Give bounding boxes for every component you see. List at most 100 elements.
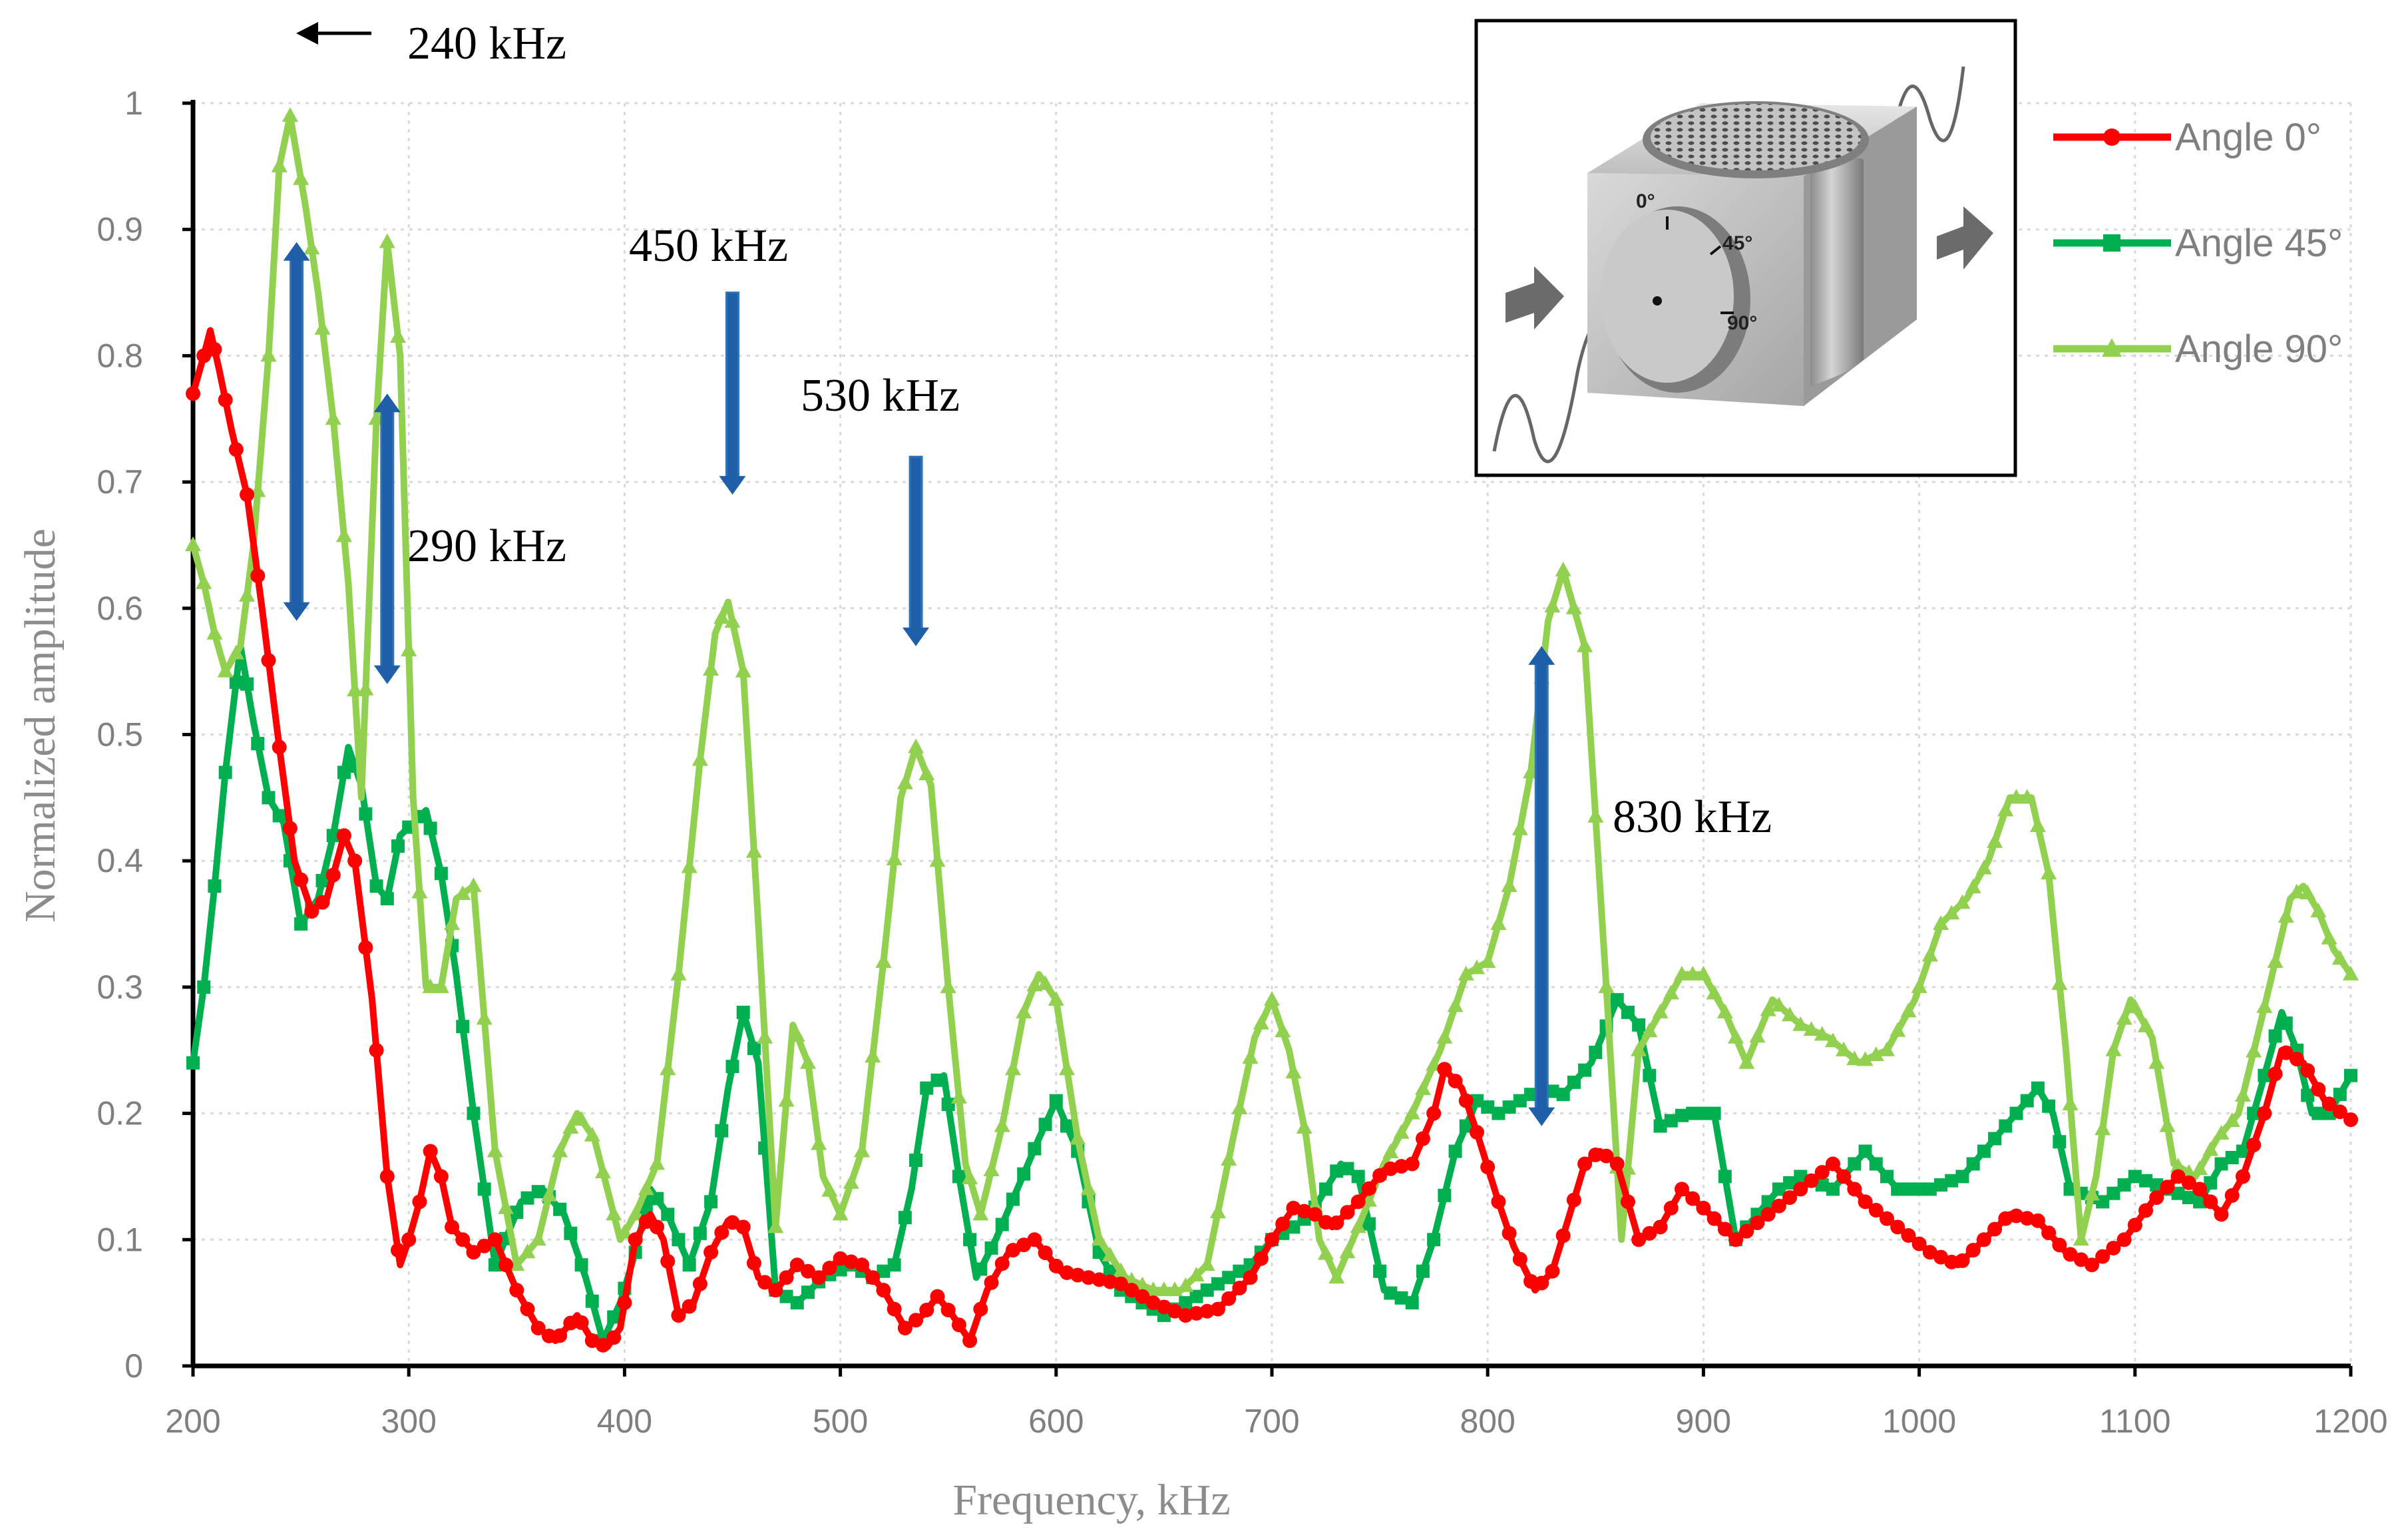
data-point — [477, 1238, 492, 1253]
data-point — [1469, 1125, 1484, 1140]
data-point — [951, 1317, 966, 1333]
data-point — [1836, 1041, 1852, 1056]
data-point — [1836, 1169, 1852, 1184]
data-point — [1243, 1270, 1258, 1285]
data-point — [2073, 1231, 2089, 1246]
data-point — [208, 879, 222, 893]
data-point — [1610, 992, 1624, 1006]
data-point — [1955, 1170, 1969, 1184]
legend-marker-angle-90 — [2102, 338, 2122, 357]
inset-label-45deg: 45° — [1722, 232, 1752, 254]
legend-label-angle-0: Angle 0° — [2175, 116, 2321, 159]
data-point — [337, 766, 351, 779]
data-point — [1599, 1148, 1614, 1164]
data-point — [672, 1233, 686, 1247]
x-tick-label: 600 — [1028, 1403, 1084, 1440]
data-point — [1545, 1084, 1559, 1098]
data-point — [1793, 1182, 1808, 1197]
data-point — [2030, 1213, 2045, 1228]
data-point — [1642, 1225, 1657, 1241]
data-point — [1362, 1217, 1376, 1231]
data-point — [1049, 1094, 1063, 1108]
data-point — [2289, 1052, 2304, 1067]
data-point — [1017, 1167, 1031, 1181]
data-point — [1211, 1277, 1225, 1291]
data-point — [1663, 1200, 1679, 1215]
data-point — [1307, 1207, 1322, 1222]
data-point — [1059, 1060, 1076, 1076]
data-point — [2138, 1017, 2154, 1032]
data-point — [185, 536, 201, 551]
data-point — [736, 1005, 750, 1019]
data-point — [779, 1289, 793, 1303]
data-point — [1124, 1283, 1139, 1298]
data-point — [455, 1232, 471, 1247]
data-point — [670, 965, 687, 981]
data-point — [767, 1218, 784, 1233]
data-point — [854, 1142, 871, 1158]
data-point — [2300, 884, 2316, 899]
data-point — [1879, 1211, 1894, 1226]
data-point — [876, 1283, 891, 1298]
data-point — [390, 1243, 405, 1258]
data-point — [1718, 1170, 1732, 1184]
x-tick-label: 500 — [813, 1403, 868, 1440]
data-point — [1037, 975, 1054, 990]
data-point — [1749, 1028, 1766, 1043]
data-point — [467, 1106, 481, 1120]
data-point — [1900, 1002, 1917, 1018]
data-point — [1426, 1106, 1442, 1121]
data-point — [2301, 1088, 2315, 1102]
data-point — [369, 1042, 384, 1058]
arrow-head — [903, 627, 930, 646]
data-point — [1102, 1247, 1118, 1262]
y-tick-label: 0.7 — [97, 463, 143, 501]
annotations — [283, 22, 1555, 1126]
data-point — [1652, 1003, 1669, 1018]
data-point — [1566, 1192, 1581, 1208]
data-point — [2170, 1169, 2186, 1184]
data-point — [1846, 1050, 1863, 1066]
data-point — [1632, 1018, 1646, 1032]
data-point — [2192, 1160, 2208, 1176]
data-point — [2106, 1240, 2121, 1255]
data-point — [186, 1056, 200, 1070]
data-point — [1275, 1022, 1291, 1038]
annotation-240khz: 240 kHz — [407, 18, 566, 69]
data-point — [1384, 1286, 1398, 1300]
data-point — [1394, 1291, 1408, 1305]
data-point — [1135, 1289, 1150, 1304]
data-point — [789, 1257, 805, 1273]
data-point — [315, 874, 329, 888]
data-point — [704, 1195, 718, 1209]
data-point — [564, 1226, 578, 1240]
data-point — [541, 1328, 556, 1343]
data-point — [725, 1060, 739, 1074]
data-point — [1772, 1182, 1786, 1196]
data-point — [411, 883, 428, 899]
data-point — [1902, 1182, 1915, 1196]
data-point — [1696, 1200, 1711, 1215]
y-axis-title: Normalized amplitude — [16, 529, 65, 923]
data-point — [2246, 1138, 2262, 1153]
data-point — [606, 1330, 622, 1345]
data-point — [1814, 1026, 1830, 1041]
data-point — [1761, 1195, 1775, 1209]
data-point — [2020, 1094, 2034, 1108]
data-point — [1468, 959, 1485, 975]
data-point — [2214, 1207, 2229, 1222]
data-point — [1155, 1281, 1172, 1297]
data-point — [1470, 1094, 1484, 1108]
data-point — [2128, 1170, 2142, 1184]
data-point — [974, 1262, 988, 1276]
data-point — [2310, 903, 2327, 918]
data-point — [228, 644, 244, 660]
data-point — [433, 1169, 449, 1184]
data-point — [1459, 1119, 1473, 1133]
data-point — [801, 1285, 815, 1299]
data-point — [724, 613, 741, 628]
arrow-head — [283, 602, 310, 621]
left-arrow-head — [296, 22, 318, 45]
data-point — [1179, 1296, 1193, 1310]
data-point — [930, 1289, 945, 1304]
